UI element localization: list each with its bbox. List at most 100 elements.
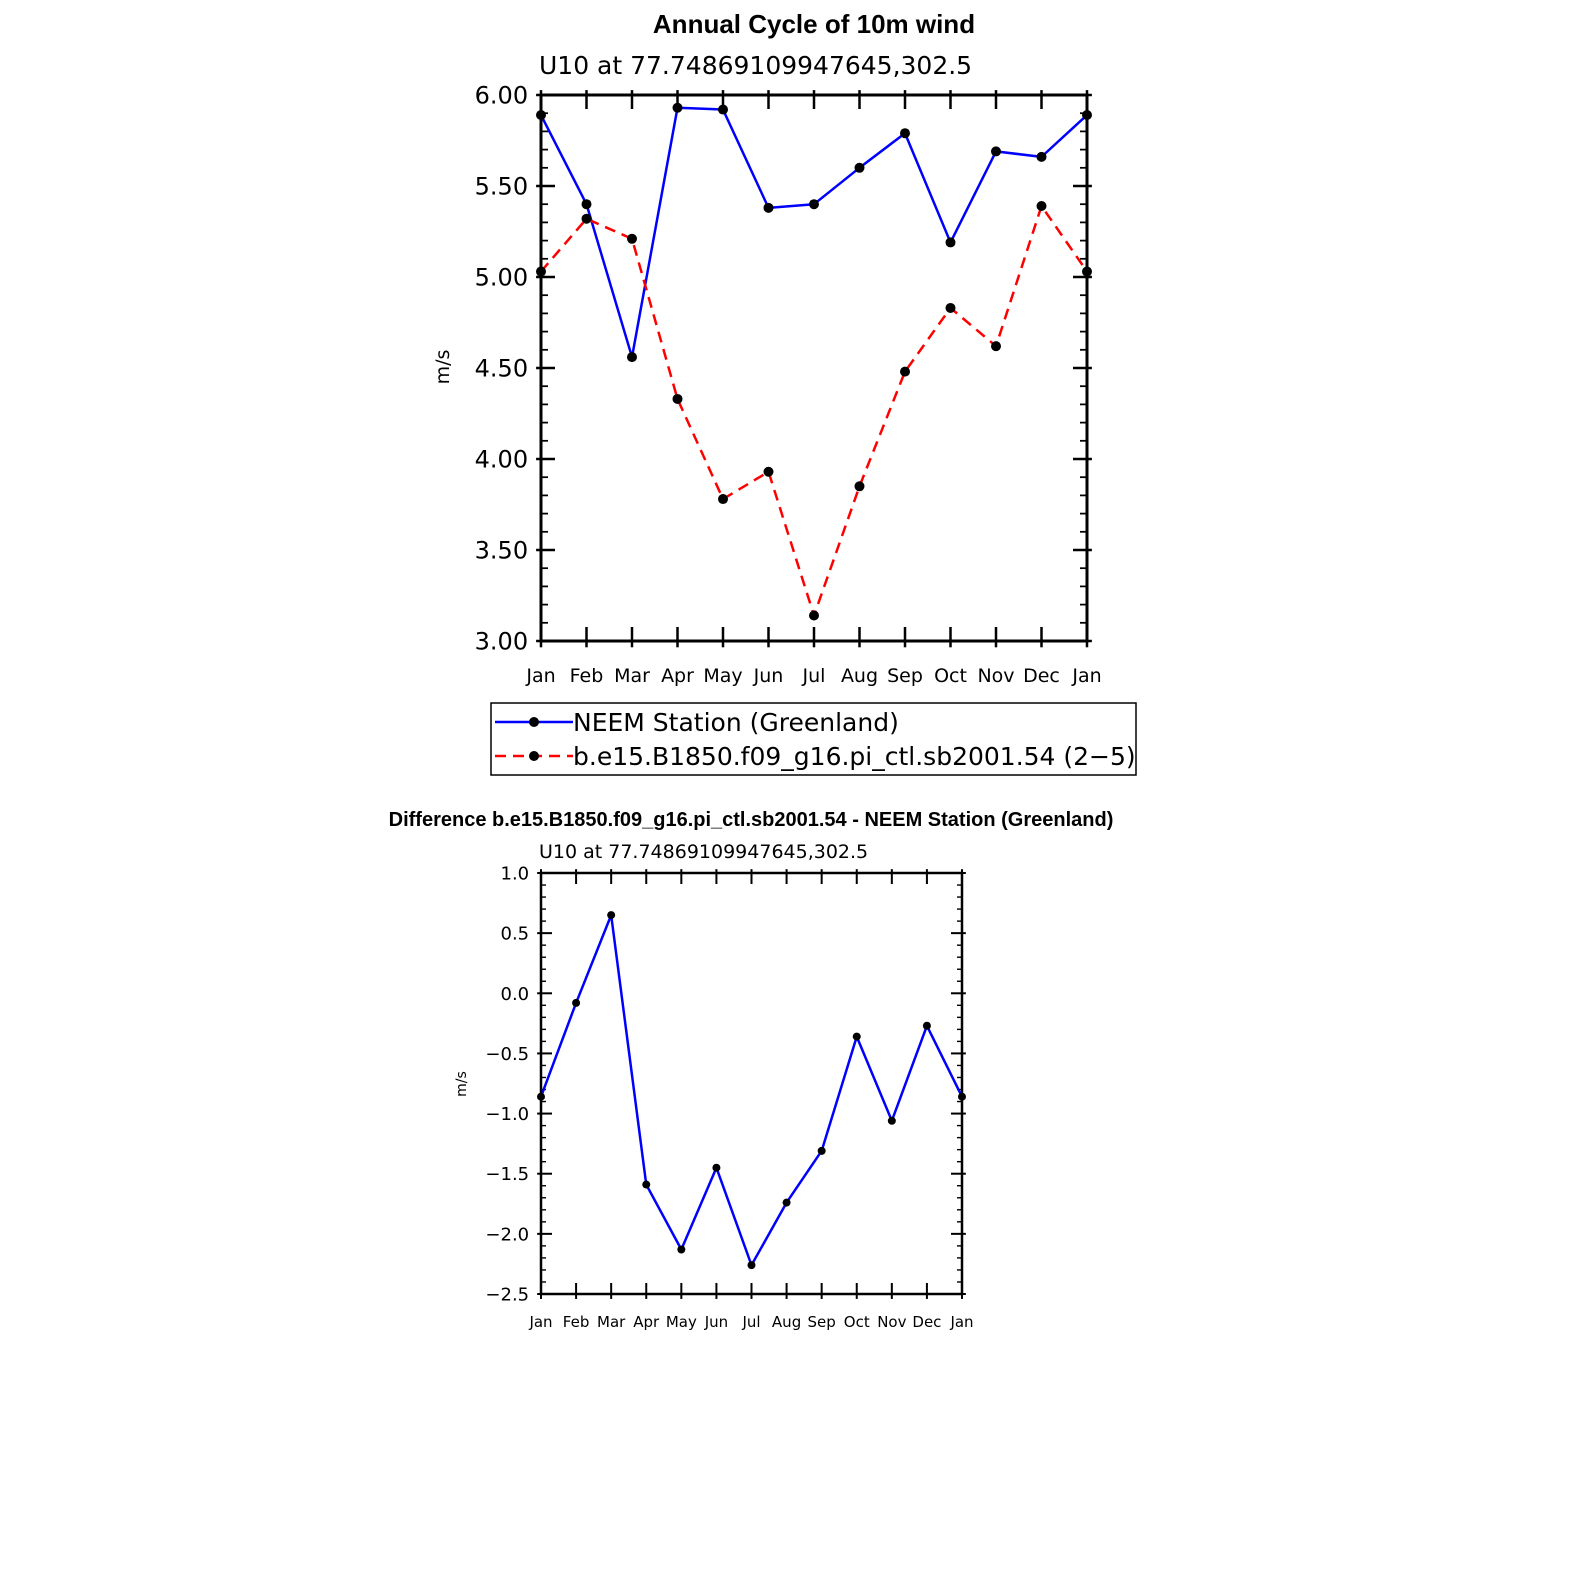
x-tick-label: Jan — [1071, 665, 1101, 687]
legend-marker-model — [529, 751, 539, 761]
annual-cycle-chart: Annual Cycle of 10m wind U10 at 77.74869… — [432, 9, 1137, 776]
series-lines — [539, 106, 1089, 617]
data-point — [1036, 151, 1047, 162]
data-point — [581, 213, 592, 224]
x-tick-label: Sep — [887, 665, 923, 687]
legend-label-neem: NEEM Station (Greenland) — [573, 708, 899, 737]
data-point — [945, 302, 956, 313]
x-tick-label: Aug — [841, 665, 878, 687]
x-tick-label: Mar — [614, 665, 650, 687]
data-point — [607, 911, 616, 920]
data-point — [1036, 201, 1047, 212]
y-tick-label: 6.00 — [475, 82, 528, 110]
x-tick-label: Apr — [661, 665, 694, 687]
x-tick-label: Oct — [844, 1313, 870, 1331]
legend-label-model: b.e15.B1850.f09_g16.pi_ctl.sb2001.54 (2−… — [573, 742, 1136, 771]
y-tick-label: 5.50 — [475, 173, 528, 201]
x-tick-label: May — [703, 665, 742, 687]
data-point — [945, 237, 956, 248]
data-point — [887, 1116, 896, 1125]
legend-box — [490, 702, 1137, 776]
data-point — [581, 199, 592, 210]
x-tick-label: May — [666, 1313, 697, 1331]
x-tick-label: Jan — [528, 1313, 552, 1331]
y-tick-label: −2.0 — [485, 1224, 529, 1245]
data-point — [712, 1163, 721, 1172]
y-axis-label: m/s — [432, 350, 454, 385]
data-point — [627, 233, 637, 244]
x-tick-label: Dec — [1023, 665, 1060, 687]
y-tick-label: −0.5 — [485, 1044, 529, 1065]
x-tick-label: Jun — [753, 665, 784, 687]
data-point — [718, 494, 728, 505]
y-tick-label: 1.0 — [501, 863, 530, 884]
y-tick-label: 3.50 — [475, 537, 528, 565]
tick-labels: 3.00 3.50 4.00 4.50 5.00 5.50 6.00 Jan Feb Mar Apr… — [475, 82, 1102, 687]
tick-labels: −2.5 −2.0 −1.5 −1.0 −0.5 0.0 0.5 1.0 Jan Feb Mar Ap… — [485, 863, 973, 1331]
y-tick-label: 0.0 — [501, 984, 530, 1005]
y-axis-label: m/s — [454, 1071, 470, 1097]
data-point — [572, 998, 581, 1007]
x-tick-label: Dec — [912, 1313, 941, 1331]
axis-ticks — [537, 869, 966, 1299]
x-tick-label: Mar — [597, 1313, 626, 1331]
chart-title: Difference b.e15.B1850.f09_g16.pi_ctl.sb… — [389, 809, 1114, 831]
x-tick-label: Oct — [934, 665, 967, 687]
axis-ticks — [536, 90, 1092, 648]
plot-frame — [539, 93, 1089, 643]
legend: NEEM Station (Greenland) b.e15.B1850.f09… — [490, 702, 1137, 776]
data-point — [627, 352, 637, 363]
y-tick-label: 5.00 — [475, 264, 528, 292]
y-tick-label: 0.5 — [501, 924, 530, 945]
data-point — [854, 162, 865, 173]
series-line-1 — [540, 204, 1089, 617]
series-lines — [539, 913, 964, 1267]
difference-chart: Difference b.e15.B1850.f09_g16.pi_ctl.sb… — [389, 809, 1114, 1331]
x-tick-label: Jan — [949, 1313, 973, 1331]
x-tick-label: Nov — [877, 1313, 906, 1331]
y-tick-label: 3.00 — [475, 628, 528, 656]
data-point — [900, 366, 910, 377]
legend-marker-neem — [529, 717, 539, 727]
data-point — [852, 1032, 861, 1041]
x-tick-label: Apr — [633, 1313, 660, 1331]
series-points — [536, 102, 1092, 621]
x-tick-label: Feb — [563, 1313, 590, 1331]
data-point — [809, 610, 819, 621]
legend-entry-neem: NEEM Station (Greenland) — [495, 708, 899, 737]
data-point — [763, 202, 774, 213]
x-tick-label: Jun — [704, 1313, 728, 1331]
x-tick-label: Nov — [977, 665, 1014, 687]
data-point — [782, 1198, 791, 1207]
data-point — [854, 481, 865, 492]
series-points — [537, 911, 966, 1270]
data-point — [817, 1146, 826, 1155]
plot-frame — [539, 871, 964, 1296]
x-tick-label: Feb — [570, 665, 604, 687]
data-point — [677, 1245, 686, 1254]
y-tick-label: −1.0 — [485, 1104, 529, 1125]
x-tick-label: Sep — [808, 1313, 836, 1331]
data-point — [922, 1021, 931, 1030]
x-tick-label: Jul — [802, 665, 826, 687]
series-line-0 — [539, 106, 1088, 359]
data-point — [747, 1261, 756, 1270]
data-point — [991, 341, 1001, 352]
data-point — [900, 128, 910, 139]
chart-subtitle: U10 at 77.74869109947645,302.5 — [539, 51, 972, 80]
data-point — [718, 104, 728, 115]
data-point — [672, 102, 683, 113]
y-tick-label: 4.50 — [475, 355, 528, 383]
chart-subtitle: U10 at 77.74869109947645,302.5 — [539, 841, 868, 863]
chart-title: Annual Cycle of 10m wind — [653, 9, 975, 39]
x-tick-label: Jul — [741, 1313, 760, 1331]
y-tick-label: −1.5 — [485, 1164, 529, 1185]
legend-entry-model: b.e15.B1850.f09_g16.pi_ctl.sb2001.54 (2−… — [495, 742, 1136, 771]
y-tick-label: −2.5 — [485, 1284, 529, 1305]
data-point — [763, 466, 774, 477]
data-point — [672, 393, 683, 404]
series-line-0 — [539, 913, 964, 1267]
data-point — [991, 146, 1001, 157]
y-tick-label: 4.00 — [475, 446, 528, 474]
